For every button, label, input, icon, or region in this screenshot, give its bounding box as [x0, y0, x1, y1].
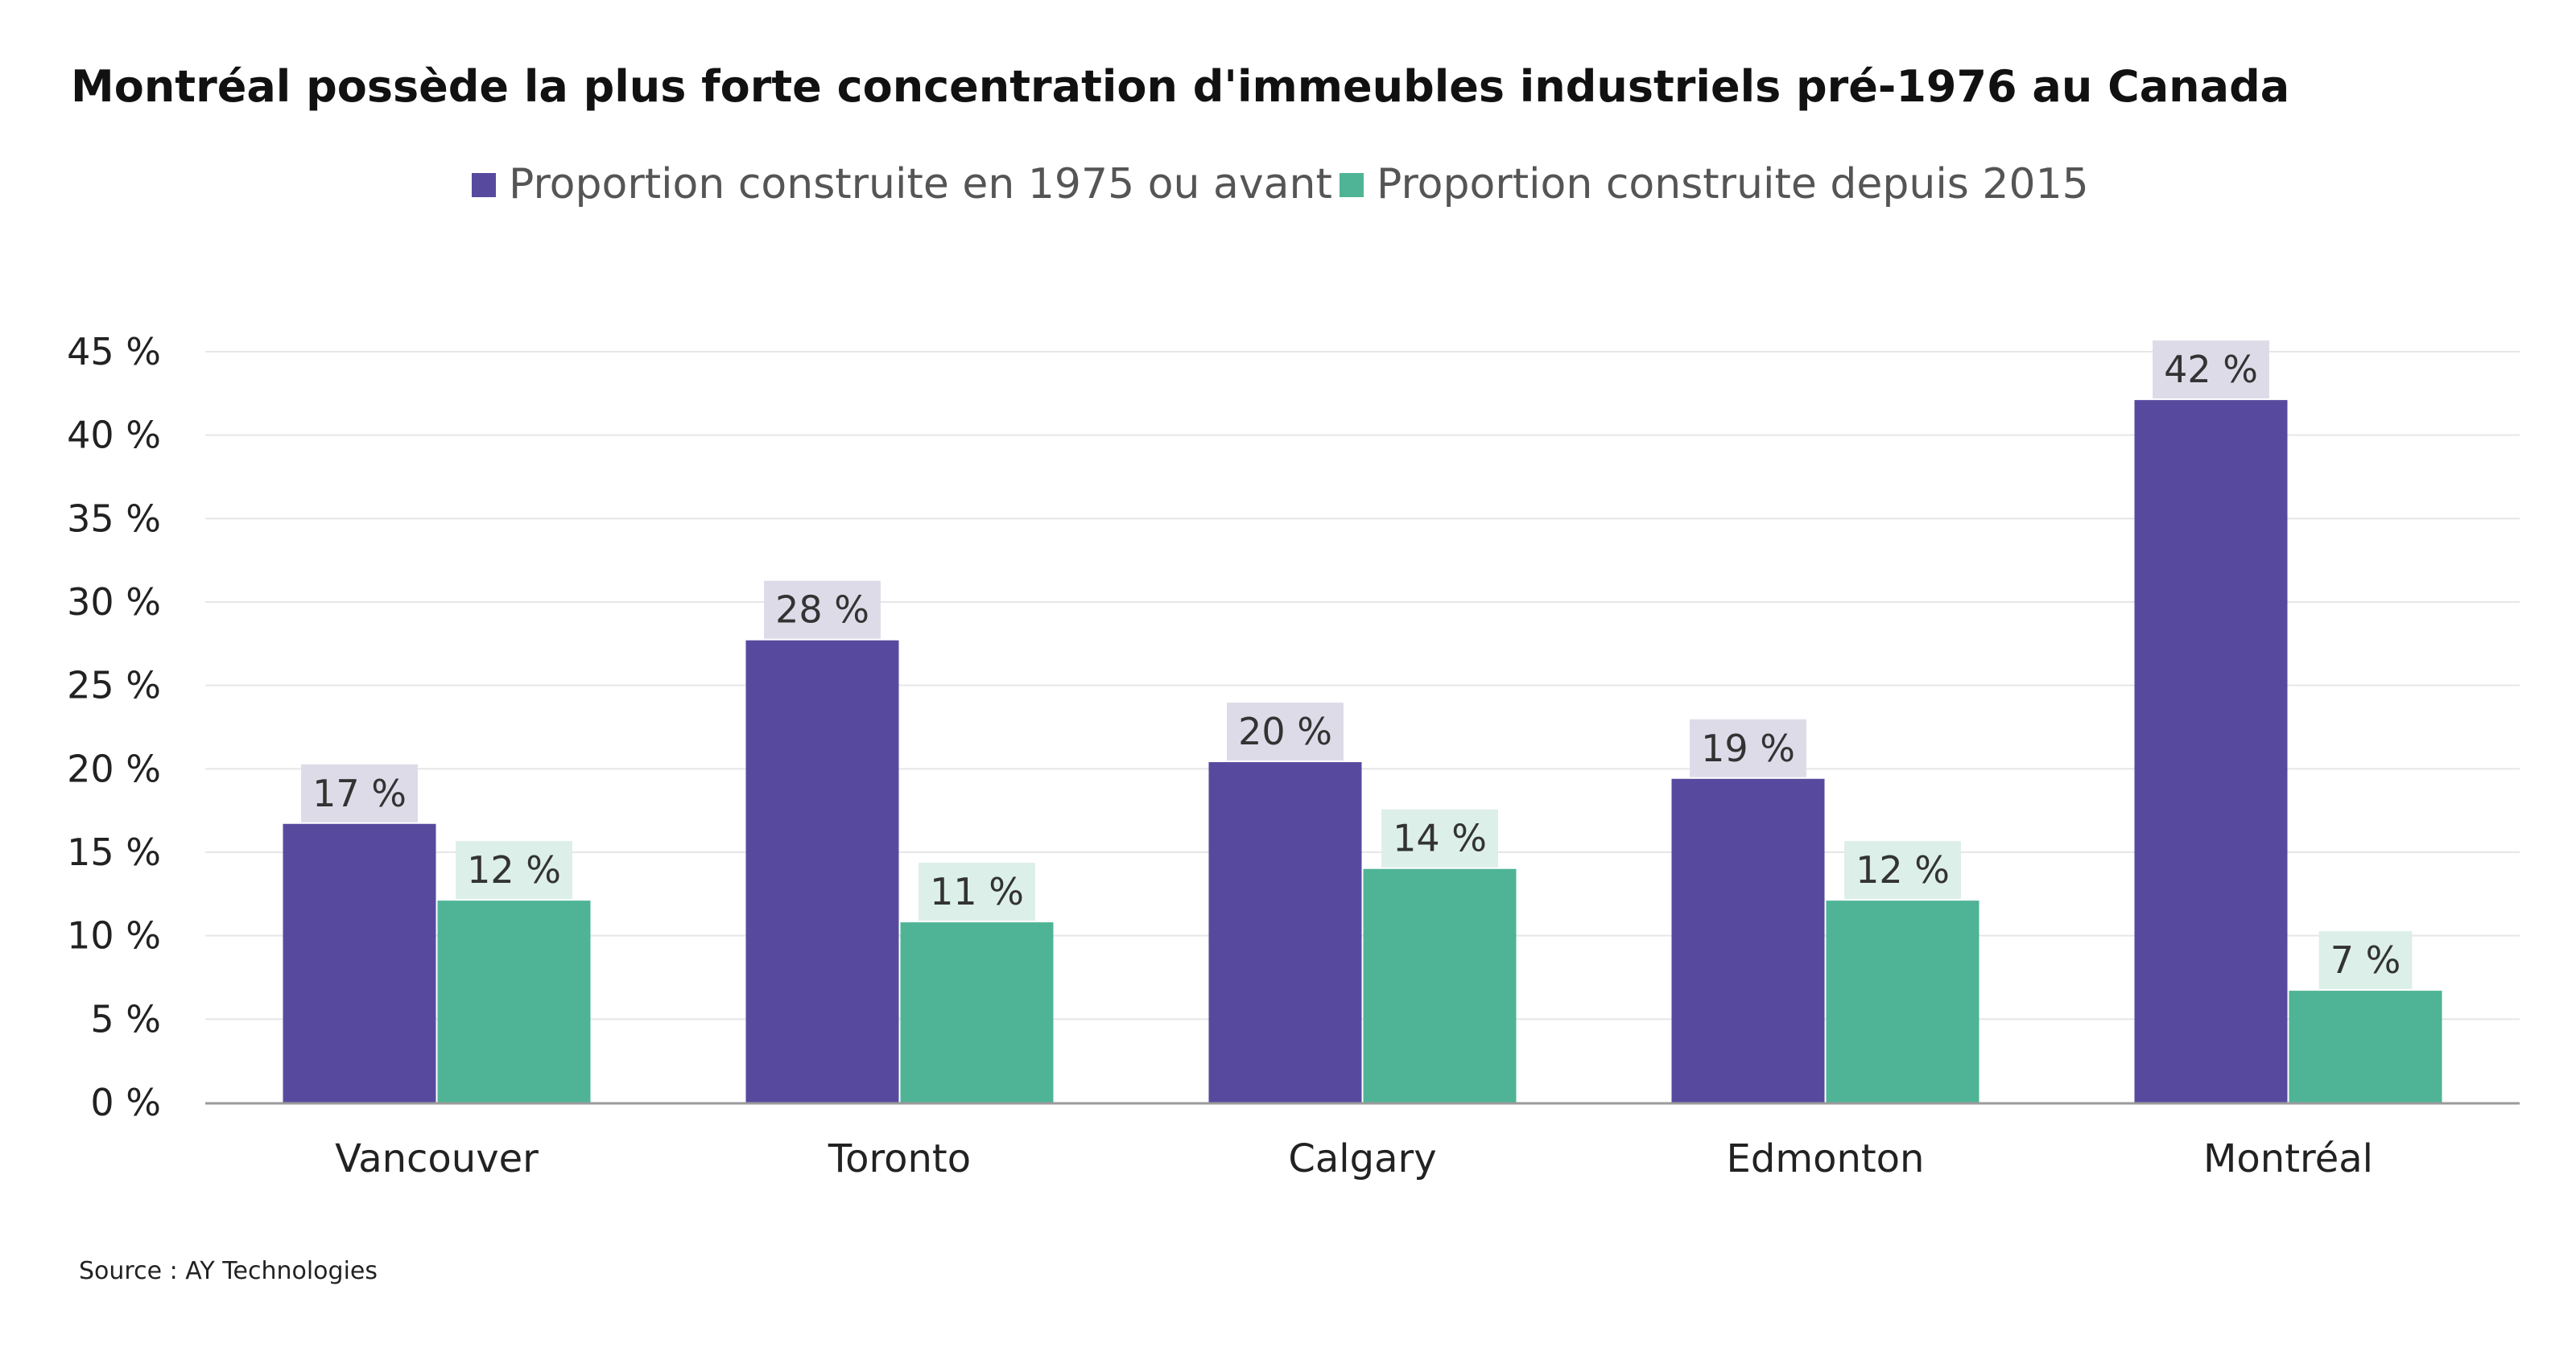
y-tick-label: 25 % [67, 664, 161, 707]
bar-pre-1976-vancouver [283, 823, 436, 1103]
x-tick-label: Toronto [828, 1136, 971, 1181]
label-pre-1976-vancouver: 17 % [312, 772, 407, 815]
bars [283, 400, 2442, 1103]
label-since-2015-calgary-bg [1381, 809, 1498, 868]
label-since-2015-vancouver: 12 % [467, 848, 561, 892]
label-since-2015-vancouver-bg [456, 841, 572, 900]
label-pre-1976-toronto-bg [764, 580, 881, 639]
label-since-2015-toronto: 11 % [930, 870, 1024, 913]
y-tick-label: 30 % [67, 580, 161, 624]
bar-pre-1976-edmonton [1671, 778, 1825, 1103]
bar-since-2015-toronto [900, 922, 1054, 1103]
label-since-2015-toronto-bg [919, 863, 1035, 921]
y-tick-label: 5 % [90, 997, 161, 1041]
label-pre-1976-calgary-bg [1227, 703, 1344, 761]
y-tick-label: 35 % [67, 497, 161, 540]
label-since-2015-calgary: 14 % [1393, 817, 1487, 860]
bar-since-2015-edmonton [1826, 901, 1979, 1103]
x-tick-label: Montréal [2203, 1136, 2373, 1181]
y-tick-label: 40 % [67, 414, 161, 457]
y-tick-label: 10 % [67, 914, 161, 958]
x-tick-label: Vancouver [335, 1136, 539, 1181]
bar-since-2015-montral [2289, 991, 2442, 1103]
chart-title: Montréal possède la plus forte concentra… [71, 61, 2289, 112]
y-tick-label: 0 % [90, 1081, 161, 1124]
source-note: Source : AY Technologies [79, 1257, 378, 1285]
bar-since-2015-calgary [1363, 868, 1517, 1103]
x-tick-label: Calgary [1288, 1136, 1436, 1181]
gridlines [205, 351, 2520, 1020]
y-tick-label: 45 % [67, 330, 161, 373]
legend-label-pre-1976: Proportion construite en 1975 ou avant [509, 160, 1332, 208]
label-pre-1976-calgary: 20 % [1238, 710, 1332, 753]
label-since-2015-edmonton: 12 % [1856, 848, 1950, 892]
label-pre-1976-toronto: 28 % [775, 588, 869, 632]
label-pre-1976-edmonton: 19 % [1701, 727, 1795, 770]
y-tick-label: 20 % [67, 747, 161, 790]
bar-pre-1976-calgary [1208, 762, 1362, 1103]
bar-pre-1976-toronto [745, 640, 899, 1103]
legend-label-since-2015: Proportion construite depuis 2015 [1377, 160, 2089, 208]
label-since-2015-montral-bg [2318, 931, 2413, 990]
label-pre-1976-montral: 42 % [2164, 348, 2258, 391]
label-since-2015-edmonton-bg [1844, 841, 1961, 900]
bar-pre-1976-montral [2134, 400, 2288, 1103]
x-axis: Vancouver Toronto Calgary Edmonton Montréal [205, 1102, 2520, 1181]
y-tick-label: 15 % [67, 831, 161, 874]
label-pre-1976-vancouver-bg [301, 764, 418, 822]
legend-swatch-since-2015 [1340, 173, 1364, 197]
label-pre-1976-montral-bg [2153, 340, 2269, 399]
legend: Proportion construite en 1975 ou avant P… [472, 160, 2089, 208]
label-pre-1976-edmonton-bg [1690, 719, 1806, 777]
legend-swatch-pre-1976 [472, 173, 496, 197]
label-since-2015-montral: 7 % [2330, 938, 2401, 982]
x-tick-label: Edmonton [1727, 1136, 1925, 1181]
data-labels: 17 % 12 % 28 % 11 % 20 % 14 % 19 % 12 % 42 % 7 % [301, 340, 2413, 990]
y-axis: 0 % 5 % 10 % 15 % 20 % 25 % 30 % 35 % 40 % 45 % [67, 330, 161, 1124]
bar-since-2015-vancouver [437, 901, 591, 1103]
